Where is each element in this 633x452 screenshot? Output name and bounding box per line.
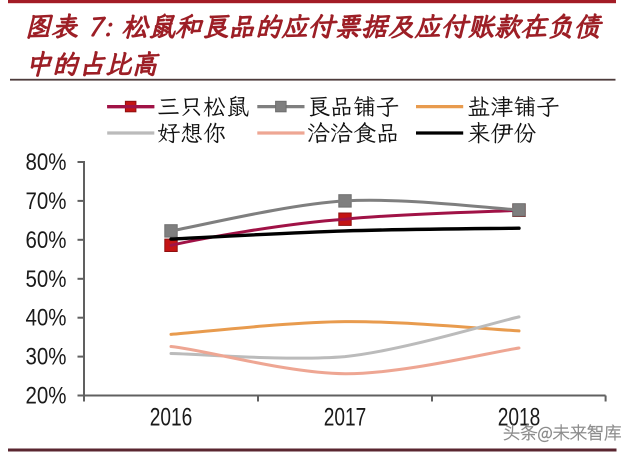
svg-text:50%: 50% (26, 266, 67, 293)
svg-text:2016: 2016 (150, 404, 193, 432)
svg-text:60%: 60% (26, 227, 67, 254)
svg-text:80%: 80% (26, 149, 67, 176)
svg-text:2018: 2018 (498, 404, 541, 432)
svg-text:30%: 30% (26, 344, 67, 371)
svg-text:70%: 70% (26, 188, 67, 215)
svg-text:40%: 40% (26, 305, 67, 332)
svg-text:20%: 20% (26, 383, 67, 410)
svg-text:2017: 2017 (324, 404, 367, 432)
